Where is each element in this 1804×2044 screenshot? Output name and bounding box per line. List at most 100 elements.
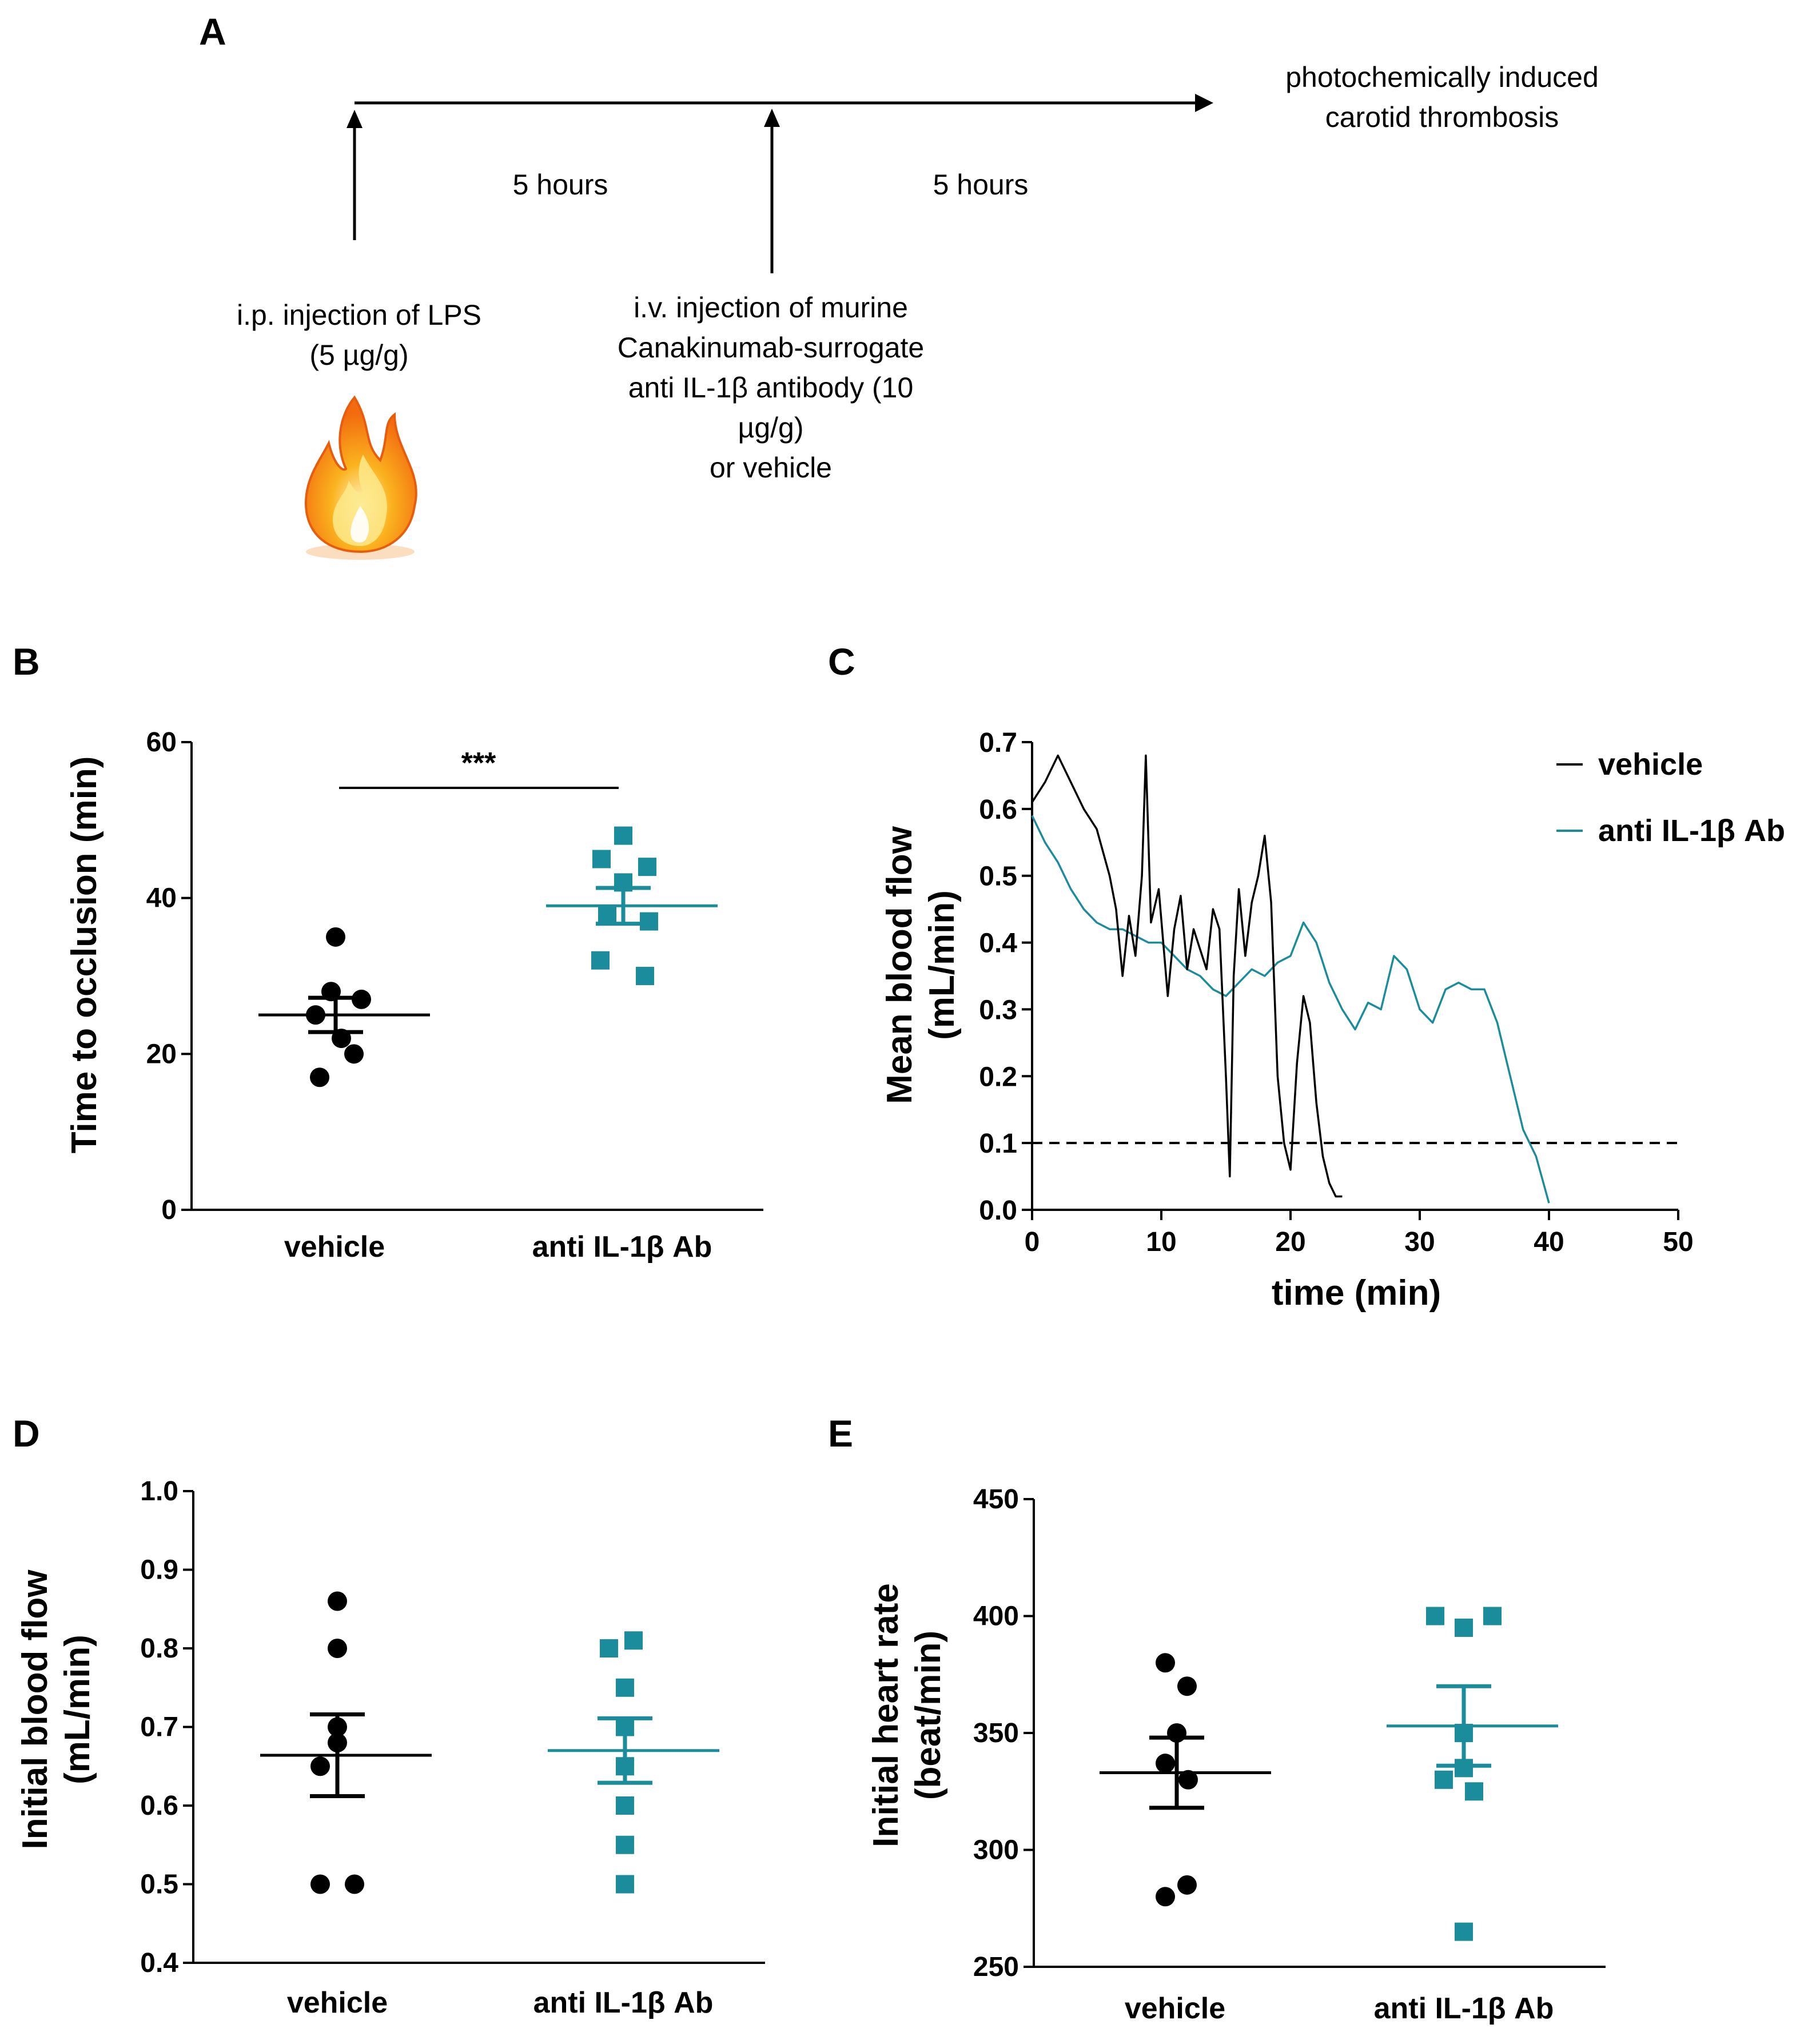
panel-e-point-antibody — [1455, 1618, 1473, 1637]
panel-e-axes: 250 300 350 400 450 — [973, 1484, 1606, 1982]
significance-label: *** — [461, 747, 496, 780]
panel-b-point-antibody — [598, 904, 616, 923]
panel-d-y-tick-label: 0.6 — [140, 1791, 178, 1821]
panel-c-x-tick-label: 40 — [1534, 1227, 1564, 1257]
panel-d-point-vehicle — [328, 1717, 347, 1737]
interval-1-label: 5 hours — [513, 169, 608, 201]
panel-d-point-antibody — [616, 1835, 634, 1854]
panel-e-point-vehicle — [1178, 1770, 1198, 1790]
panel-b: B 0 20 40 60 Time to occlusion (min) vehicl… — [13, 640, 763, 1264]
panel-letter-e: E — [828, 1412, 853, 1455]
step-2-arrowhead — [764, 109, 780, 127]
panel-d-category-vehicle: vehicle — [287, 1986, 388, 2019]
panel-d-point-vehicle — [345, 1874, 364, 1894]
panel-e-y-tick-label: 450 — [973, 1484, 1019, 1515]
panel-e-y-tick-label: 300 — [973, 1835, 1019, 1866]
panel-b-point-vehicle — [310, 1067, 329, 1087]
panel-b-y-tick-label: 20 — [146, 1039, 177, 1069]
panel-e-point-antibody — [1465, 1782, 1483, 1801]
panel-d-point-antibody — [616, 1678, 634, 1697]
panel-b-point-vehicle — [344, 1044, 364, 1064]
panel-c-x-axis-title: time (min) — [1272, 1273, 1441, 1313]
panel-d: D 0.4 0.5 0.6 0.7 0.8 0.9 1.0 Initial blood fl… — [13, 1412, 765, 2019]
panel-d-y-tick-label: 0.4 — [140, 1948, 178, 1978]
panel-d-point-antibody — [624, 1631, 643, 1650]
panel-b-y-tick-label: 0 — [161, 1195, 177, 1225]
panel-d-category-antibody: anti IL-1β Ab — [533, 1986, 714, 2019]
panel-b-point-antibody — [614, 873, 632, 892]
panel-e: E 250 300 350 400 450 Initial heart rate (be… — [828, 1412, 1606, 2025]
panel-e-point-vehicle — [1167, 1723, 1186, 1743]
panel-c-y-tick-label: 0.6 — [979, 795, 1017, 825]
panel-c-axes: 0.0 0.1 0.2 0.3 0.4 0.5 0.6 0.7 0 10 20 30 40 50 — [979, 728, 1693, 1257]
panel-e-y-tick-label: 250 — [973, 1952, 1019, 1982]
panel-d-point-vehicle — [310, 1756, 330, 1776]
panel-d-point-vehicle — [328, 1639, 347, 1658]
panel-letter-c: C — [828, 640, 855, 683]
panel-b-y-axis-title: Time to occlusion (min) — [65, 756, 104, 1154]
panel-e-point-antibody — [1483, 1607, 1502, 1625]
panel-c-x-tick-label: 10 — [1146, 1227, 1176, 1257]
panel-d-y-axis-title-line-1: Initial blood flow — [15, 1569, 55, 1850]
panel-d-point-vehicle — [328, 1733, 347, 1752]
panel-c-x-tick-label: 20 — [1275, 1227, 1305, 1257]
panel-d-point-antibody — [616, 1757, 634, 1776]
panel-c-legend: vehicle anti IL-1β Ab — [1556, 747, 1785, 848]
panel-e-point-vehicle — [1156, 1754, 1175, 1774]
panel-e-point-vehicle — [1156, 1653, 1175, 1673]
panel-d-marks — [260, 1591, 719, 1894]
legend-antibody-label: anti IL-1β Ab — [1598, 814, 1785, 848]
panel-b-category-antibody: anti IL-1β Ab — [532, 1230, 712, 1264]
panel-e-point-antibody — [1455, 1922, 1473, 1941]
panel-d-axes: 0.4 0.5 0.6 0.7 0.8 0.9 1.0 — [140, 1476, 765, 1978]
panel-d-point-vehicle — [328, 1591, 347, 1611]
panel-d-point-antibody — [616, 1718, 634, 1736]
interval-2-label: 5 hours — [933, 169, 1029, 201]
panel-b-point-antibody — [640, 912, 658, 931]
panel-e-point-vehicle — [1177, 1676, 1197, 1696]
panel-e-marks — [1100, 1607, 1558, 1941]
panel-e-point-antibody — [1455, 1724, 1473, 1742]
panel-e-category-antibody: anti IL-1β Ab — [1374, 1992, 1554, 2025]
end-label-line-2: carotid thrombosis — [1325, 101, 1559, 133]
panel-e-y-axis-title-line-2: (beat/min) — [909, 1631, 948, 1800]
legend-vehicle-label: vehicle — [1598, 747, 1703, 782]
step-2-line-2: Canakinumab-surrogate — [618, 332, 924, 364]
panel-c-y-tick-label: 0.1 — [979, 1129, 1017, 1159]
step-2-line-1: i.v. injection of murine — [634, 292, 908, 324]
panel-e-y-axis-title-line-1: Initial heart rate — [866, 1583, 906, 1847]
panel-e-point-vehicle — [1156, 1887, 1175, 1907]
panel-e-point-antibody — [1426, 1607, 1444, 1625]
panel-d-y-axis-title-line-2: (mL/min) — [58, 1635, 97, 1784]
panel-d-point-antibody — [616, 1796, 634, 1815]
end-label-line-1: photochemically induced — [1285, 61, 1599, 93]
panel-c-y-tick-label: 0.0 — [979, 1196, 1017, 1226]
panel-b-axes: 0 20 40 60 — [146, 727, 763, 1225]
timeline-arrowhead — [1195, 94, 1213, 112]
panel-b-marks — [258, 826, 718, 1087]
panel-b-point-antibody — [591, 951, 610, 970]
step-2-line-4: µg/g) — [738, 412, 804, 444]
panel-e-point-antibody — [1435, 1770, 1453, 1789]
panel-c-x-tick-label: 50 — [1663, 1227, 1693, 1257]
flame-icon — [304, 395, 417, 560]
step-1-arrowhead — [347, 110, 363, 128]
panel-c-y-axis-title-line-2: (mL/min) — [922, 890, 962, 1040]
panel-c-y-axis-title-line-1: Mean blood flow — [880, 826, 919, 1103]
panel-b-y-tick-label: 40 — [146, 883, 177, 914]
panel-b-point-vehicle — [326, 927, 345, 947]
panel-d-y-tick-label: 0.7 — [140, 1712, 178, 1743]
panel-b-category-vehicle: vehicle — [284, 1230, 385, 1264]
panel-d-point-antibody — [600, 1639, 618, 1657]
panel-c-y-tick-label: 0.5 — [979, 862, 1017, 892]
step-1-line-2: (5 µg/g) — [309, 339, 408, 371]
panel-c-marks — [1031, 754, 1678, 1204]
panel-e-point-vehicle — [1177, 1875, 1197, 1895]
panel-a: A 5 hours 5 hours photochemically induce… — [199, 10, 1599, 560]
panel-d-y-tick-label: 0.9 — [140, 1555, 178, 1585]
panel-b-point-vehicle — [332, 1029, 351, 1049]
panel-c-y-tick-label: 0.4 — [979, 929, 1017, 959]
panel-e-category-vehicle: vehicle — [1125, 1992, 1225, 2025]
panel-c-y-tick-label: 0.3 — [979, 995, 1017, 1025]
